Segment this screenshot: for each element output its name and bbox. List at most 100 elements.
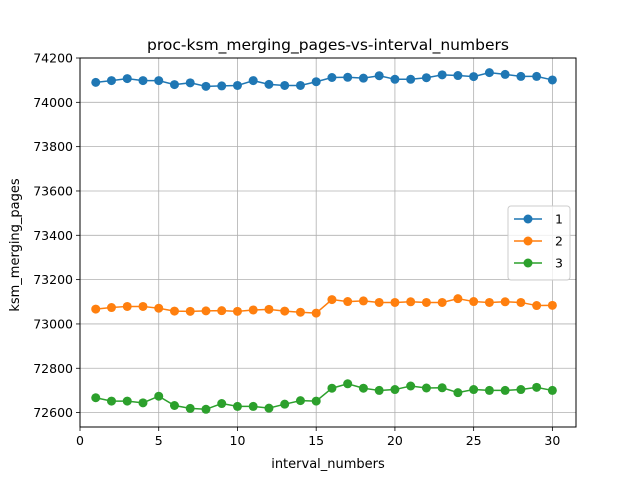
grid bbox=[79, 57, 576, 427]
data-point bbox=[154, 76, 164, 86]
data-point bbox=[232, 401, 242, 411]
legend-marker bbox=[523, 236, 533, 246]
data-point bbox=[264, 403, 274, 413]
plot-frame bbox=[79, 57, 577, 428]
x-tick-label: 15 bbox=[308, 433, 324, 448]
data-point bbox=[547, 75, 557, 85]
data-point bbox=[295, 307, 305, 317]
data-point bbox=[500, 69, 510, 79]
data-point bbox=[500, 297, 510, 307]
data-point bbox=[185, 78, 195, 88]
x-tick-label: 20 bbox=[387, 433, 403, 448]
data-point bbox=[91, 393, 101, 403]
y-tick-label: 73400 bbox=[33, 228, 73, 243]
data-point bbox=[185, 306, 195, 316]
data-point bbox=[122, 74, 132, 84]
legend-label: 2 bbox=[555, 234, 563, 249]
data-point bbox=[327, 383, 337, 393]
data-point bbox=[327, 73, 337, 83]
data-point bbox=[374, 385, 384, 395]
data-point bbox=[106, 396, 116, 406]
data-point bbox=[311, 77, 321, 87]
data-point bbox=[437, 297, 447, 307]
data-point bbox=[547, 385, 557, 395]
data-point bbox=[516, 385, 526, 395]
y-axis: 72600 72800 73000 73200 73400 73600 73800 74000… bbox=[33, 51, 80, 420]
data-point bbox=[138, 301, 148, 311]
data-point bbox=[280, 80, 290, 90]
data-point bbox=[421, 297, 431, 307]
data-point bbox=[295, 80, 305, 90]
data-point bbox=[138, 398, 148, 408]
data-point bbox=[484, 68, 494, 78]
data-point bbox=[343, 379, 353, 389]
y-tick-label: 73600 bbox=[33, 183, 73, 198]
data-point bbox=[358, 73, 368, 83]
y-tick-label: 72800 bbox=[33, 361, 73, 376]
series-1 bbox=[91, 68, 557, 91]
data-point bbox=[453, 294, 463, 304]
y-tick-label: 74000 bbox=[33, 95, 73, 110]
data-point bbox=[248, 305, 258, 315]
x-axis: 0 5 10 15 20 25 30 bbox=[76, 427, 560, 448]
legend-label: 3 bbox=[555, 256, 563, 271]
chart-title: proc-ksm_merging_pages-vs-interval_numbe… bbox=[147, 36, 509, 55]
data-point bbox=[217, 81, 227, 91]
data-point bbox=[106, 76, 116, 86]
data-point bbox=[311, 308, 321, 318]
data-point bbox=[311, 396, 321, 406]
legend-item-2: 2 bbox=[514, 234, 563, 249]
legend-box bbox=[507, 205, 571, 281]
data-point bbox=[437, 70, 447, 80]
data-point bbox=[358, 296, 368, 306]
data-point bbox=[327, 295, 337, 305]
data-point bbox=[484, 385, 494, 395]
x-tick-label: 25 bbox=[466, 433, 482, 448]
data-point bbox=[437, 383, 447, 393]
data-point bbox=[280, 399, 290, 409]
data-point bbox=[154, 303, 164, 313]
data-point bbox=[421, 383, 431, 393]
data-point bbox=[374, 297, 384, 307]
y-tick-label: 74200 bbox=[33, 51, 73, 66]
data-point bbox=[343, 72, 353, 82]
y-tick-label: 73000 bbox=[33, 316, 73, 331]
data-point bbox=[547, 300, 557, 310]
data-point bbox=[217, 306, 227, 316]
data-point bbox=[406, 297, 416, 307]
series-3 bbox=[91, 379, 557, 414]
data-point bbox=[154, 391, 164, 401]
x-tick-label: 0 bbox=[76, 433, 84, 448]
data-point bbox=[264, 304, 274, 314]
data-point bbox=[91, 304, 101, 314]
data-point bbox=[169, 306, 179, 316]
legend-item-1: 1 bbox=[514, 212, 563, 227]
legend-label: 1 bbox=[555, 212, 563, 227]
x-tick-label: 5 bbox=[155, 433, 163, 448]
x-axis-label: interval_numbers bbox=[271, 457, 385, 472]
data-point bbox=[406, 381, 416, 391]
data-point bbox=[532, 301, 542, 311]
legend-marker bbox=[523, 258, 533, 268]
data-point bbox=[532, 382, 542, 392]
y-axis-label: ksm_merging_pages bbox=[8, 178, 23, 312]
data-point bbox=[469, 385, 479, 395]
data-point bbox=[343, 297, 353, 307]
data-point bbox=[248, 76, 258, 86]
data-point bbox=[201, 306, 211, 316]
data-point bbox=[232, 80, 242, 90]
data-point bbox=[217, 399, 227, 409]
data-point bbox=[390, 74, 400, 84]
data-point bbox=[91, 77, 101, 87]
data-point bbox=[484, 297, 494, 307]
legend-item-3: 3 bbox=[514, 256, 563, 271]
data-point bbox=[201, 404, 211, 414]
data-point bbox=[421, 73, 431, 83]
data-point bbox=[469, 297, 479, 307]
data-point bbox=[453, 71, 463, 81]
data-point bbox=[138, 76, 148, 86]
data-point bbox=[264, 79, 274, 89]
data-point bbox=[390, 385, 400, 395]
data-point bbox=[248, 401, 258, 411]
